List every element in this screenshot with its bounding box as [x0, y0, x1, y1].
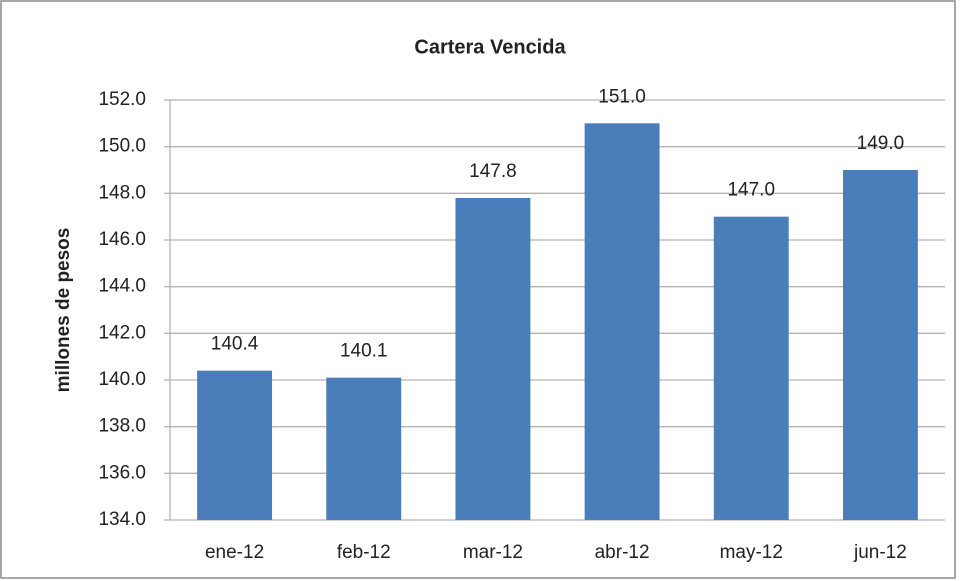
bar: [326, 377, 402, 520]
bar: [455, 198, 531, 520]
x-tick-label: jun-12: [853, 542, 907, 563]
x-tick-label: abr-12: [595, 542, 650, 563]
y-tick-label: 142.0: [98, 322, 146, 343]
x-tick-label: mar-12: [463, 542, 523, 563]
y-tick-label: 138.0: [98, 416, 146, 437]
y-tick-label: 148.0: [98, 182, 146, 203]
x-tick-label: feb-12: [337, 542, 391, 563]
x-tick-label: may-12: [720, 542, 783, 563]
data-label: 140.4: [211, 334, 259, 355]
data-label: 149.0: [857, 133, 905, 154]
y-tick-label: 150.0: [98, 136, 146, 157]
bar: [584, 123, 660, 520]
y-tick-label: 134.0: [98, 509, 146, 530]
data-label: 147.0: [727, 180, 775, 201]
bar: [197, 370, 273, 520]
data-label: 140.1: [340, 341, 388, 362]
y-tick-label: 144.0: [98, 276, 146, 297]
y-tick-label: 140.0: [98, 369, 146, 390]
data-label: 151.0: [598, 86, 646, 107]
y-tick-label: 152.0: [98, 89, 146, 110]
y-tick-label: 146.0: [98, 229, 146, 250]
data-label: 147.8: [469, 161, 517, 182]
bar: [842, 170, 918, 520]
bar: [713, 216, 789, 520]
y-tick-label: 136.0: [98, 462, 146, 483]
chart-title: Cartera Vencida: [414, 36, 566, 58]
x-tick-label: ene-12: [205, 542, 264, 563]
y-axis-label: millones de pesos: [53, 228, 74, 393]
